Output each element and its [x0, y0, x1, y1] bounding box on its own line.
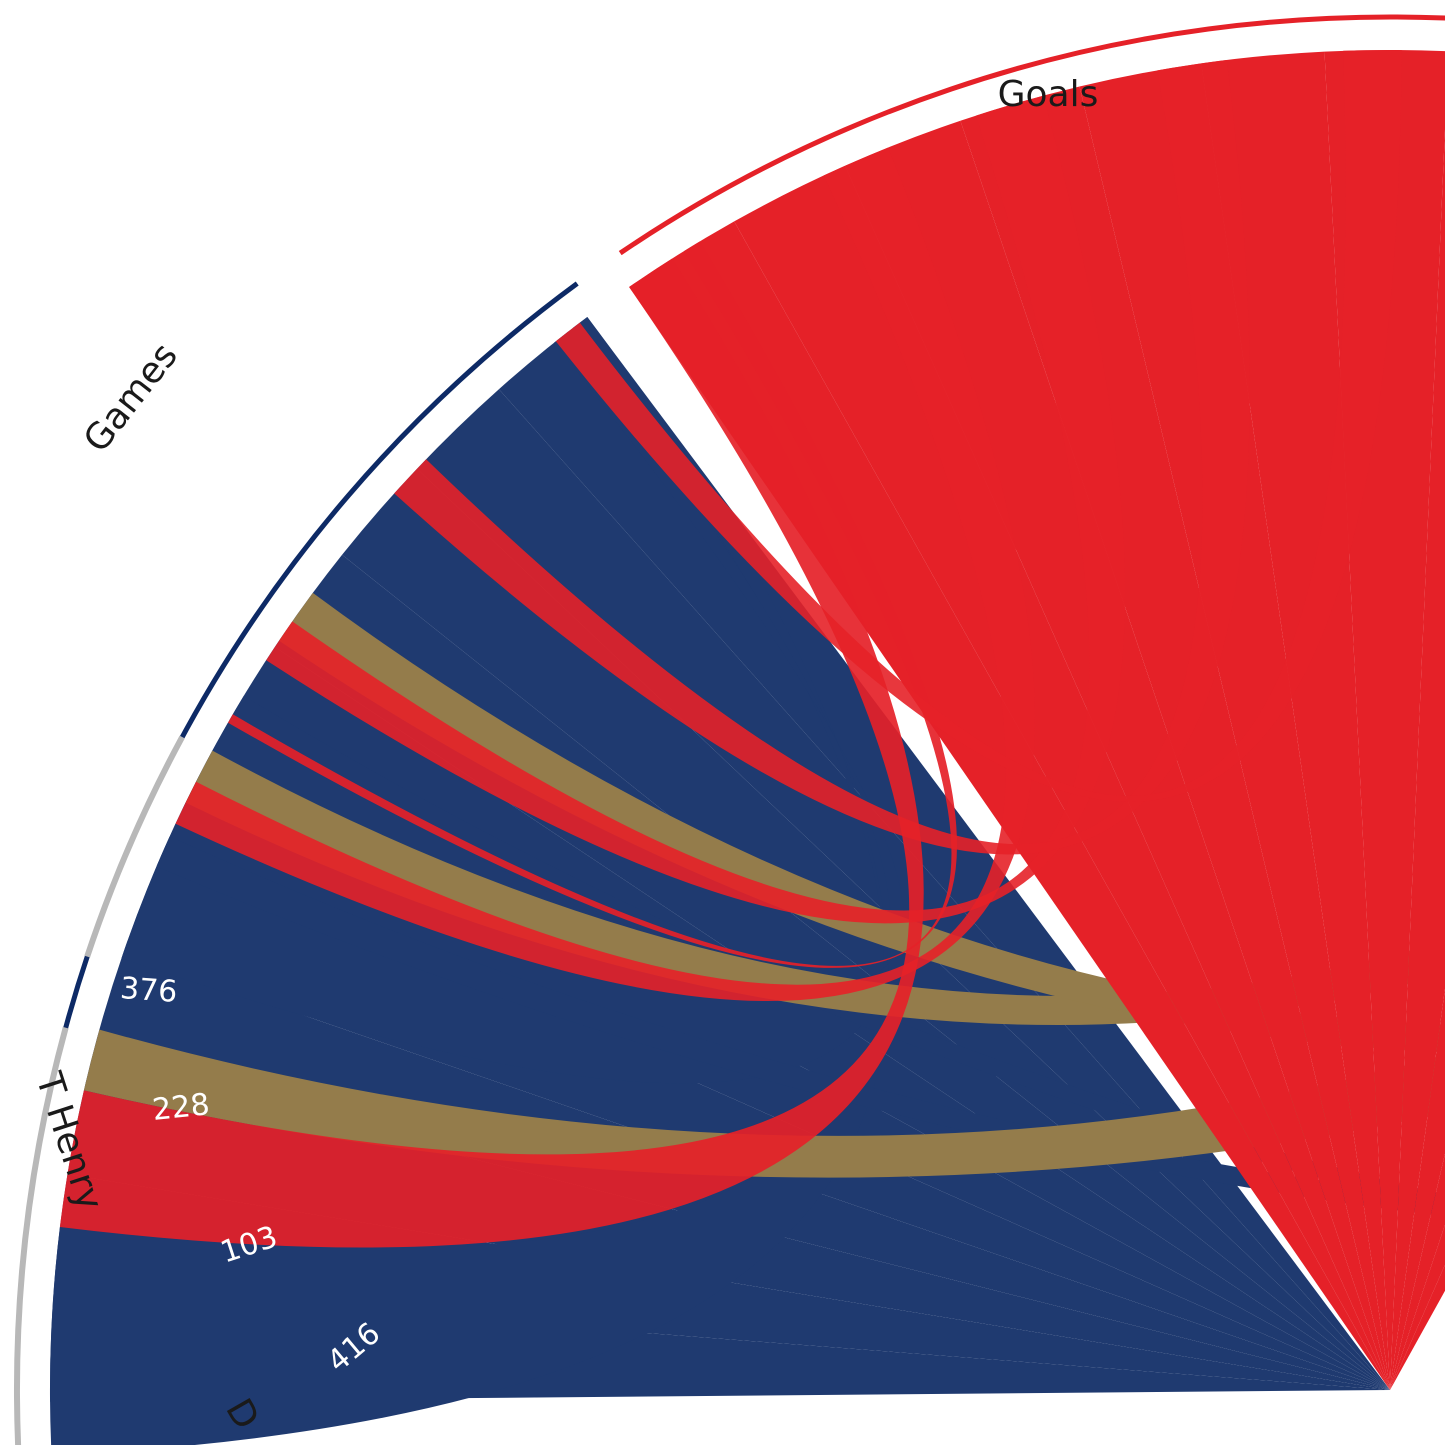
ribbon-second-games	[121, 331, 904, 1084]
goals-ribbon	[1079, 63, 1390, 1390]
goals-ribbons	[59, 50, 1445, 1391]
goals-ribbon	[1390, 988, 1445, 1390]
ribbon-henry-assists	[83, 1029, 1445, 1178]
value-label-henry-goals: 228	[151, 1087, 212, 1128]
goals-ribbon	[1390, 1153, 1445, 1390]
group-outer-arcs	[13, 14, 1445, 1445]
arc-second-player	[84, 735, 185, 958]
group-label-goals: Goals	[998, 74, 1099, 115]
ribbon-henry-goals	[59, 258, 924, 1248]
goals-ribbon	[734, 165, 1390, 1390]
ribbon-henry-games	[50, 317, 889, 1445]
arc-goals	[618, 14, 1445, 256]
ribbon-goals	[394, 60, 1250, 855]
group-label-games: Games	[76, 336, 186, 460]
goals-ribbon	[1390, 129, 1445, 1390]
goals-ribbon	[1390, 1224, 1445, 1390]
ribbon-goals	[266, 95, 1125, 924]
arc-t-henry	[13, 1026, 69, 1445]
value-label-henry-games: 376	[119, 971, 179, 1010]
goals-ribbon	[1390, 1264, 1445, 1390]
